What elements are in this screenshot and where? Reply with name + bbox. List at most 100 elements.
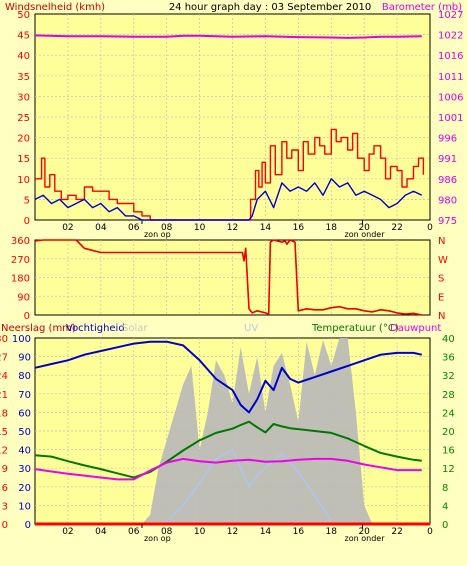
label-dauwpunt: Dauwpunt bbox=[390, 323, 441, 334]
temperature-tick-label: 8 bbox=[442, 483, 448, 494]
baro-tick-label: 1011 bbox=[438, 72, 463, 83]
panel3-series bbox=[34, 338, 430, 526]
chart-title: 24 hour graph day : 03 September 2010 bbox=[169, 2, 371, 13]
baro-axis-ticks: 1027 1022 1016 1011 1006 1001 996 991 986 980 975 bbox=[438, 10, 463, 227]
wind-tick-label: 50 bbox=[17, 10, 30, 21]
temperature-tick-label: 32 bbox=[442, 371, 455, 382]
direction-tick-label: 270 bbox=[11, 255, 30, 266]
compass-letter: N bbox=[438, 236, 445, 247]
sunrise-label: zon op bbox=[144, 230, 171, 239]
baro-tick-label: 975 bbox=[438, 216, 457, 227]
wind-tick-label: 0 bbox=[24, 216, 30, 227]
temperature-tick-label: 24 bbox=[442, 408, 455, 419]
compass-letter: S bbox=[438, 274, 444, 285]
baro-tick-label: 1001 bbox=[438, 113, 463, 124]
x-tick-label: 0 bbox=[427, 223, 433, 233]
humidity-tick-label: 10 bbox=[18, 501, 31, 512]
humidity-tick-label: 50 bbox=[18, 427, 31, 438]
baro-tick-label: 1027 bbox=[438, 10, 463, 21]
humidity-tick-label: 100 bbox=[12, 334, 31, 345]
baro-tick-label: 991 bbox=[438, 154, 457, 165]
gust-line bbox=[35, 128, 425, 221]
temperature-line bbox=[34, 420, 422, 479]
rain-tick-label: 9 bbox=[2, 464, 8, 475]
label-neerslag: Neerslag (mm) bbox=[1, 323, 76, 334]
x-tick-label: 22 bbox=[391, 223, 402, 233]
rain-tick-label: 24 bbox=[0, 371, 8, 382]
direction-tick-label: 180 bbox=[11, 274, 30, 285]
baro-tick-label: 986 bbox=[438, 175, 457, 186]
x-tick-label: 02 bbox=[62, 527, 73, 537]
x-tick-label: 12 bbox=[227, 527, 238, 537]
x-tick-label: 18 bbox=[326, 223, 338, 233]
panel1-series bbox=[34, 34, 425, 221]
panel2-series bbox=[34, 239, 422, 316]
panel2-grid bbox=[35, 240, 430, 315]
rain-tick-label: 0 bbox=[2, 520, 8, 531]
direction-tick-label: 90 bbox=[17, 292, 30, 303]
label-temperatuur: Temperatuur (°C) bbox=[311, 323, 399, 334]
humidity-tick-label: 20 bbox=[18, 483, 31, 494]
x-tick-label: 16 bbox=[293, 527, 305, 537]
direction-axis-ticks: 360 270 180 90 0 bbox=[11, 236, 30, 322]
humidity-line bbox=[34, 340, 423, 414]
x-tick-label: 14 bbox=[260, 527, 272, 537]
x-tick-label: 08 bbox=[161, 223, 173, 233]
direction-line bbox=[34, 239, 422, 316]
rain-tick-label: 12 bbox=[0, 446, 8, 457]
humidity-tick-label: 30 bbox=[18, 464, 31, 475]
rain-tick-label: 3 bbox=[2, 501, 8, 512]
panel3-x-ticks: 02 04 06 08 10 12 14 16 18 20 22 0 zon op zon onder bbox=[62, 524, 433, 543]
direction-tick-label: 0 bbox=[24, 311, 30, 322]
wind-tick-label: 15 bbox=[17, 154, 30, 165]
wind-tick-label: 45 bbox=[17, 31, 30, 42]
label-uv: UV bbox=[244, 323, 258, 334]
rain-tick-label: 6 bbox=[2, 483, 8, 494]
temperature-tick-label: 36 bbox=[442, 353, 455, 364]
rain-tick-label: 27 bbox=[0, 353, 8, 364]
baro-tick-label: 1016 bbox=[438, 51, 463, 62]
wind-tick-label: 25 bbox=[17, 113, 30, 124]
dewpoint-line bbox=[34, 457, 422, 481]
temperature-tick-label: 12 bbox=[442, 464, 455, 475]
avg_wind-line bbox=[34, 178, 423, 221]
direction-tick-label: 360 bbox=[11, 236, 30, 247]
rain-tick-label: 30 bbox=[0, 334, 8, 345]
humidity-tick-label: 40 bbox=[18, 446, 31, 457]
sunset-label: zon onder bbox=[345, 534, 386, 543]
humidity-tick-label: 60 bbox=[18, 408, 31, 419]
x-tick-label: 06 bbox=[128, 527, 140, 537]
temperature-tick-label: 16 bbox=[442, 446, 455, 457]
rain-tick-label: 15 bbox=[0, 427, 8, 438]
x-tick-label: 16 bbox=[293, 223, 305, 233]
baro-line bbox=[34, 34, 422, 39]
right-label-baro: Barometer (mb) bbox=[382, 2, 462, 13]
temperature-tick-label: 20 bbox=[442, 427, 455, 438]
humidity-tick-label: 70 bbox=[18, 390, 31, 401]
x-tick-label: 10 bbox=[194, 527, 206, 537]
wind-tick-label: 40 bbox=[17, 51, 30, 62]
humidity-tick-label: 90 bbox=[18, 353, 31, 364]
x-tick-label: 18 bbox=[326, 527, 338, 537]
x-tick-label: 02 bbox=[62, 223, 73, 233]
baro-tick-label: 996 bbox=[438, 134, 457, 145]
x-tick-label: 04 bbox=[95, 527, 107, 537]
humidity-tick-label: 80 bbox=[18, 371, 31, 382]
sunrise-label: zon op bbox=[144, 534, 171, 543]
sunset-label: zon onder bbox=[345, 230, 386, 239]
wind-tick-label: 20 bbox=[17, 134, 30, 145]
humidity-tick-label: 0 bbox=[25, 520, 31, 531]
left-label-wind: Windsnelheid (kmh) bbox=[5, 2, 105, 13]
temperature-tick-label: 4 bbox=[442, 501, 448, 512]
wind-tick-label: 5 bbox=[24, 195, 30, 206]
wind-tick-label: 10 bbox=[17, 175, 30, 186]
compass-letter: W bbox=[438, 255, 448, 266]
rain-tick-label: 18 bbox=[0, 408, 8, 419]
baro-tick-label: 1022 bbox=[438, 31, 463, 42]
x-tick-label: 06 bbox=[128, 223, 140, 233]
